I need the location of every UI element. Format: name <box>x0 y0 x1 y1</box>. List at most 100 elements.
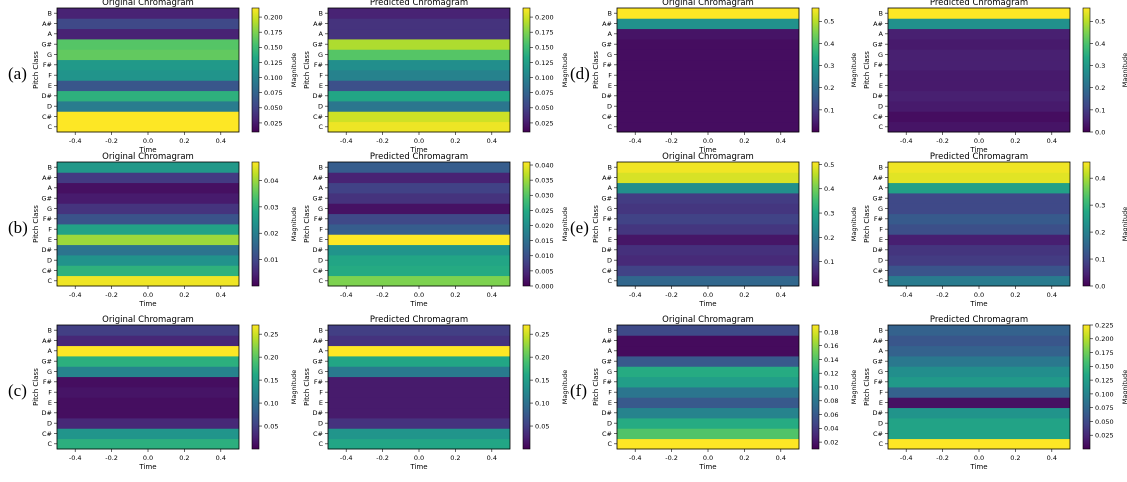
y-tick-label: D <box>47 257 52 265</box>
heatmap-cell-A <box>617 182 799 194</box>
y-tick-label: A# <box>42 174 52 182</box>
x-tick-label: -0.4 <box>69 454 82 462</box>
heatmap-cell-D# <box>888 407 1070 419</box>
colorbar-tick-label: 0.100 <box>264 74 283 82</box>
y-tick-label: C <box>878 277 883 285</box>
x-tick-label: -0.2 <box>105 137 118 145</box>
heatmap-cell-C <box>888 438 1070 450</box>
y-tick-label: F# <box>314 61 323 69</box>
y-tick-label: D# <box>602 92 612 100</box>
y-tick-label: F# <box>43 215 52 223</box>
x-axis-label: Time <box>409 463 427 471</box>
colorbar <box>811 324 820 450</box>
y-axis-label: Pitch Class <box>303 368 311 406</box>
heatmap-cell-F# <box>328 59 510 71</box>
heatmap-cell-C# <box>57 111 239 123</box>
y-tick-label: F <box>48 226 52 234</box>
colorbar <box>1082 7 1091 133</box>
heatmap-cell-A <box>328 345 510 357</box>
heatmap-cell-D <box>617 255 799 266</box>
x-axis-label: Time <box>698 300 716 308</box>
panel-label: (d) <box>570 64 590 83</box>
y-tick-label: F <box>608 389 612 397</box>
heatmap-cell-A <box>888 182 1070 194</box>
x-tick-label: 0.0 <box>414 454 424 462</box>
x-tick-label: 0.0 <box>703 291 713 299</box>
y-tick-label: A <box>48 184 53 192</box>
colorbar-tick-label: 0.04 <box>264 177 278 185</box>
colorbar-tick-label: 0.02 <box>264 230 278 238</box>
heatmap-cell-C# <box>888 265 1070 277</box>
y-axis-label: Pitch Class <box>863 51 871 89</box>
heatmap-cell-D# <box>57 90 239 102</box>
colorbar-tick-label: 0.125 <box>1095 377 1114 385</box>
y-tick-label: D <box>318 103 323 111</box>
heatmap-cell-A <box>888 345 1070 357</box>
y-tick-label: C# <box>42 113 52 121</box>
y-tick-label: E <box>608 399 612 407</box>
x-tick-label: -0.4 <box>629 454 642 462</box>
y-tick-label: G <box>47 368 52 376</box>
x-tick-label: 0.2 <box>179 291 189 299</box>
y-tick-label: D# <box>42 92 52 100</box>
panel-label: (e) <box>570 218 589 237</box>
colorbar-tick-label: 0.10 <box>535 399 549 407</box>
heatmap-cell-E <box>888 234 1070 246</box>
heatmap-cell-F <box>617 70 799 81</box>
colorbar-tick-label: 0.1 <box>1095 106 1105 114</box>
heatmap-cell-B <box>888 325 1070 336</box>
chart-title: Predicted Chromagram <box>930 0 1028 8</box>
heatmap-cell-D <box>328 418 510 429</box>
x-tick-label: -0.2 <box>105 291 118 299</box>
y-tick-label: C <box>47 123 52 131</box>
y-tick-label: B <box>608 164 612 172</box>
colorbar-tick-label: 0.125 <box>264 59 283 67</box>
y-tick-label: F# <box>603 378 612 386</box>
colorbar-tick-label: 0.1 <box>824 106 834 114</box>
heatmap-cell-E <box>328 234 510 246</box>
x-tick-label: 0.2 <box>1010 291 1020 299</box>
x-tick-label: -0.4 <box>629 137 642 145</box>
colorbar-label: Magnitude <box>1121 370 1127 404</box>
y-axis-label: Pitch Class <box>32 368 40 406</box>
y-tick-label: C# <box>873 267 883 275</box>
colorbar-tick-label: 0.075 <box>1095 404 1114 412</box>
heatmap-cell-C <box>617 121 799 133</box>
heatmap-cell-D <box>328 101 510 112</box>
y-tick-label: C# <box>602 430 612 438</box>
colorbar-tick-label: 0.1 <box>824 258 834 266</box>
y-tick-label: G <box>878 51 883 59</box>
y-axis-label: Pitch Class <box>863 205 871 243</box>
x-tick-label: 0.4 <box>776 454 786 462</box>
heatmap-cell-D# <box>617 244 799 256</box>
y-tick-label: A# <box>873 20 883 28</box>
heatmap-cell-B <box>57 162 239 173</box>
heatmap-cell-B <box>888 8 1070 19</box>
y-tick-label: F <box>879 389 883 397</box>
y-tick-label: G# <box>42 195 52 203</box>
panel-b: (b) <box>8 218 28 237</box>
heatmap-cell-G# <box>57 193 239 204</box>
y-tick-label: D# <box>313 409 323 417</box>
y-tick-label: G <box>878 205 883 213</box>
y-tick-label: F# <box>874 215 883 223</box>
colorbar-tick-label: 0.000 <box>535 282 554 290</box>
y-axis-label: Pitch Class <box>32 205 40 243</box>
heatmap-cell-G# <box>617 356 799 367</box>
y-tick-label: F <box>879 226 883 234</box>
heatmap-cell-G# <box>888 39 1070 50</box>
colorbar-tick-label: 0.18 <box>824 328 838 336</box>
y-tick-label: E <box>48 399 52 407</box>
colorbar-tick-label: 0.050 <box>1095 418 1114 426</box>
heatmap-cell-A# <box>888 335 1070 347</box>
colorbar-tick-label: 0.100 <box>535 74 554 82</box>
colorbar-tick-label: 0.15 <box>535 377 549 385</box>
y-tick-label: G# <box>873 195 883 203</box>
y-tick-label: G# <box>602 195 612 203</box>
colorbar-tick-label: 0.3 <box>1095 202 1105 210</box>
colorbar-tick-label: 0.10 <box>264 399 278 407</box>
heatmap-cell-C <box>328 438 510 450</box>
heatmap-cell-C <box>617 438 799 450</box>
heatmap-cell-G <box>328 203 510 215</box>
predicted-chromagram-heatmap: Predicted Chromagram C C# D D# EF F# G G# A A# B -0.… <box>303 0 569 154</box>
